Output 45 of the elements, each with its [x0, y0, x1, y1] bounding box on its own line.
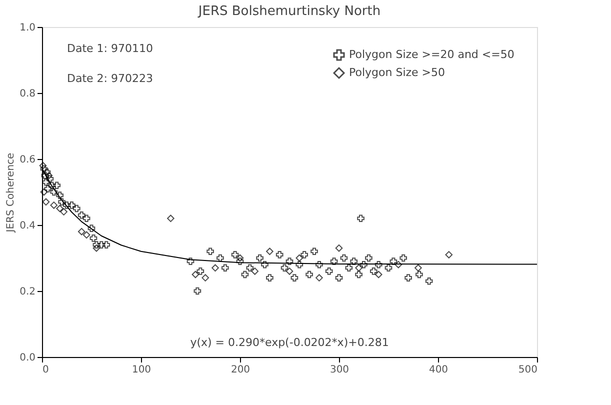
point	[212, 264, 219, 272]
point	[50, 202, 58, 209]
y-tick-label: 0.4	[20, 220, 36, 232]
point	[60, 208, 68, 216]
point	[39, 162, 47, 170]
point	[56, 204, 64, 212]
y-tick-label: 0.2	[20, 286, 36, 298]
point	[167, 214, 174, 222]
point	[394, 260, 402, 268]
point	[374, 270, 382, 278]
x-tick-label: 0	[42, 364, 49, 376]
y-tick-label: 0.8	[20, 88, 36, 100]
point	[40, 188, 48, 196]
annotation: y(x) = 0.290*exp(-0.0202*x)+0.281	[190, 336, 389, 349]
x-tick-label: 100	[132, 364, 152, 376]
legend-label: Polygon Size >50	[349, 66, 446, 79]
point	[316, 274, 323, 282]
point	[45, 172, 53, 180]
y-tick-label: 0.6	[20, 154, 36, 166]
point	[236, 254, 244, 262]
point	[82, 231, 90, 239]
point	[266, 248, 274, 256]
point	[355, 264, 362, 272]
point	[335, 244, 343, 252]
point	[42, 198, 50, 206]
y-tick-label: 1.0	[20, 22, 36, 34]
point	[286, 268, 294, 275]
point	[296, 254, 304, 262]
point	[78, 228, 86, 236]
point	[251, 268, 259, 275]
x-tick-label: 500	[518, 364, 538, 376]
annotation: Date 1: 970110	[67, 42, 153, 55]
x-tick-label: 400	[428, 364, 448, 376]
x-tick-label: 300	[330, 364, 350, 376]
point	[192, 270, 200, 278]
x-tick-label: 200	[230, 364, 250, 376]
y-tick-label: 0.0	[20, 352, 36, 364]
chart-title: JERS Bolshemurtinsky North	[197, 4, 381, 19]
point	[445, 251, 453, 258]
annotation: Date 2: 970223	[67, 72, 153, 85]
point	[414, 264, 422, 272]
legend-label: Polygon Size >=20 and <=50	[349, 48, 514, 61]
point	[92, 244, 100, 252]
y-axis-title: JERS Coherence	[6, 152, 17, 234]
point	[202, 274, 210, 282]
